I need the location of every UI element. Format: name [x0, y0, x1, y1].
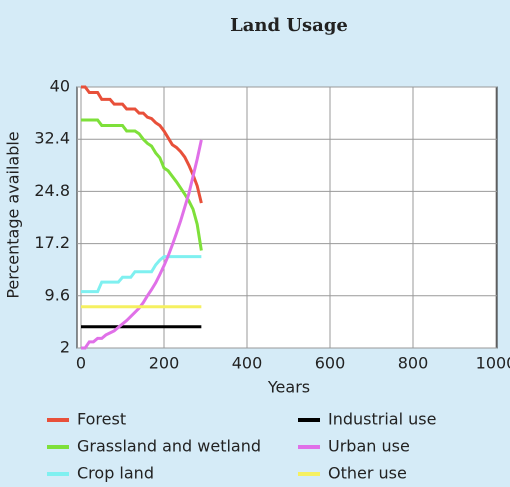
x-tick-label: 400	[232, 354, 263, 373]
legend-label: Urban use	[328, 437, 410, 456]
legend-label: Crop land	[77, 464, 154, 483]
x-tick-label: 600	[315, 354, 346, 373]
y-axis-label: Percentage available	[4, 131, 23, 298]
series-line	[81, 255, 202, 294]
y-tick-label: 32.4	[34, 129, 70, 148]
series-line	[81, 118, 203, 251]
x-tick-label: 0	[76, 354, 86, 373]
y-tick-label: 40	[50, 77, 70, 96]
x-tick-label: 800	[398, 354, 429, 373]
plot-area	[76, 86, 498, 349]
legend-label: Forest	[77, 410, 126, 429]
legend-label: Grassland and wetland	[77, 437, 261, 456]
y-tick-label: 9.6	[45, 285, 70, 304]
chart-title: Land Usage	[230, 15, 348, 36]
y-tick-label: 24.8	[34, 181, 70, 200]
y-tick-label: 17.2	[34, 233, 70, 252]
y-tick-label: 2	[60, 338, 70, 357]
series-line	[81, 85, 203, 204]
x-tick-label: 200	[149, 354, 180, 373]
legend-label: Other use	[328, 464, 407, 483]
x-tick-label: 1000	[476, 354, 510, 373]
legend-label: Industrial use	[328, 410, 436, 429]
x-axis-label: Years	[267, 378, 310, 397]
